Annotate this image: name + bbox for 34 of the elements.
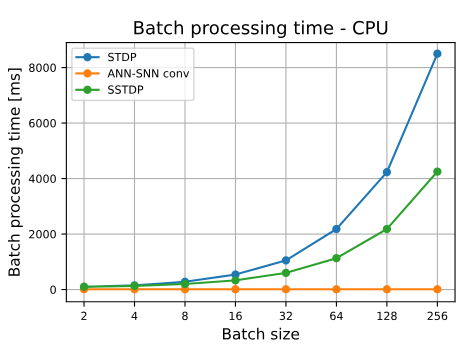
point bbox=[231, 285, 240, 294]
point bbox=[433, 167, 442, 176]
x-tick-label: 4 bbox=[132, 312, 138, 320]
legend-label: ANN-SNN conv bbox=[108, 69, 190, 78]
chart-title: Batch processing time - CPU bbox=[134, 20, 388, 38]
y-tick-label: 0 bbox=[50, 286, 56, 294]
x-tick-label: 2 bbox=[81, 312, 86, 320]
point bbox=[382, 224, 392, 234]
x-axis-title: Batch size bbox=[223, 328, 300, 340]
y-tick-label: 6000 bbox=[29, 119, 56, 128]
x-tick-label: 256 bbox=[428, 312, 448, 320]
y-tick-label: 2000 bbox=[29, 230, 56, 238]
point bbox=[282, 268, 290, 278]
legend-label: STDP bbox=[108, 52, 136, 62]
point bbox=[433, 50, 442, 58]
point bbox=[382, 285, 392, 294]
x-tick-label: 32 bbox=[280, 312, 292, 320]
y-axis-title: Batch processing time [ms] bbox=[8, 68, 23, 276]
x-tick-label: 16 bbox=[230, 312, 242, 320]
y-tick-label: 4000 bbox=[28, 174, 56, 183]
point bbox=[433, 285, 442, 294]
point bbox=[282, 256, 290, 265]
point bbox=[332, 254, 341, 262]
point bbox=[382, 168, 392, 176]
point bbox=[180, 280, 190, 288]
x-tick-label: 128 bbox=[378, 312, 397, 320]
legend-label: SSTDP bbox=[108, 85, 144, 94]
x-tick-label: 8 bbox=[182, 312, 188, 320]
point bbox=[231, 276, 240, 285]
point bbox=[282, 285, 290, 294]
y-tick-label: 8000 bbox=[29, 64, 56, 72]
point bbox=[332, 224, 341, 234]
x-tick-label: 64 bbox=[330, 312, 343, 320]
point bbox=[332, 285, 341, 294]
